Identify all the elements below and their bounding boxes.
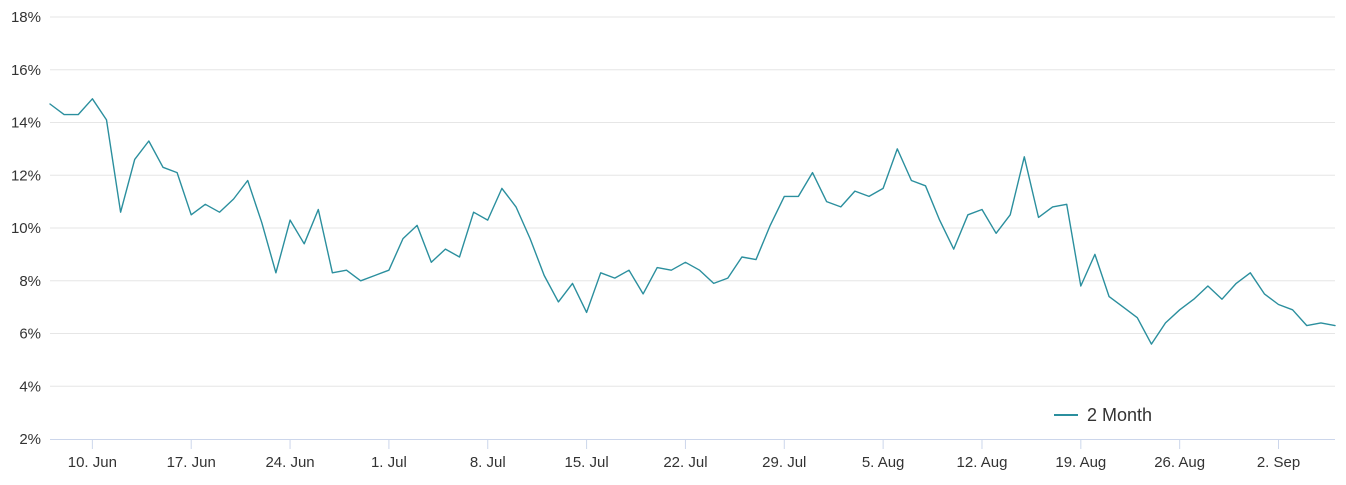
y-tick-label: 2% <box>19 431 41 448</box>
y-axis-labels: 2% 4% 6% 8% 10% 12% 14% 16% 18% <box>11 9 41 448</box>
y-tick-label: 14% <box>11 115 41 132</box>
x-tick-label: 15. Jul <box>564 454 608 471</box>
x-axis-ticks <box>91 439 1280 449</box>
x-tick-label: 2. Sep <box>1257 454 1300 471</box>
legend[interactable]: 2 Month <box>1054 405 1152 425</box>
y-tick-label: 12% <box>11 167 41 184</box>
y-tick-label: 4% <box>19 378 41 395</box>
x-tick-label: 8. Jul <box>470 454 506 471</box>
y-tick-label: 10% <box>11 220 41 237</box>
y-tick-label: 16% <box>11 62 41 79</box>
y-tick-label: 8% <box>19 273 41 290</box>
x-axis-labels: 10. Jun 17. Jun 24. Jun 1. Jul 8. Jul 15. Jul… <box>68 454 1300 471</box>
x-tick-label: 19. Aug <box>1055 454 1106 471</box>
series-line-2-month <box>49 98 1336 345</box>
y-tick-label: 18% <box>11 9 41 26</box>
x-tick-label: 26. Aug <box>1154 454 1205 471</box>
x-tick-label: 5. Aug <box>862 454 905 471</box>
y-grid <box>50 16 1335 387</box>
x-tick-label: 12. Aug <box>957 454 1008 471</box>
series-layer <box>49 98 1336 345</box>
x-tick-label: 22. Jul <box>663 454 707 471</box>
x-tick-label: 17. Jun <box>167 454 216 471</box>
x-tick-label: 10. Jun <box>68 454 117 471</box>
x-tick-label: 24. Jun <box>265 454 314 471</box>
legend-label-2-month: 2 Month <box>1087 405 1152 425</box>
y-tick-label: 6% <box>19 326 41 343</box>
x-tick-label: 1. Jul <box>371 454 407 471</box>
x-tick-label: 29. Jul <box>762 454 806 471</box>
